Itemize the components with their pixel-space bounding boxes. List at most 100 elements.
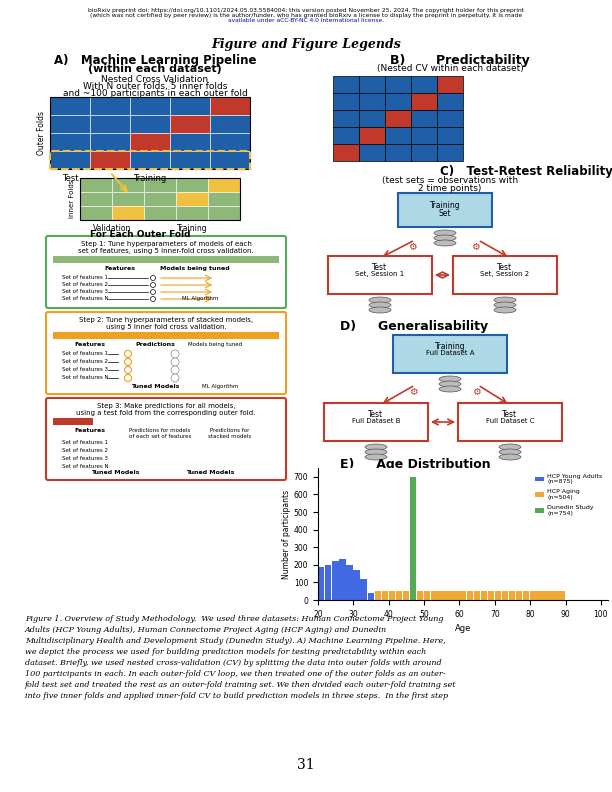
Text: Test: Test <box>62 174 78 183</box>
Bar <box>516 591 523 600</box>
FancyBboxPatch shape <box>398 193 492 227</box>
Text: Set of features 2: Set of features 2 <box>62 359 108 364</box>
Text: Tuned Models: Tuned Models <box>91 470 139 475</box>
Circle shape <box>151 276 155 280</box>
Text: Full Dataset C: Full Dataset C <box>486 418 534 424</box>
Bar <box>170 151 210 169</box>
Bar <box>544 591 551 600</box>
Bar <box>112 192 144 206</box>
Text: using 5 inner fold cross validation.: using 5 inner fold cross validation. <box>106 324 226 330</box>
Text: and ~100 participants in each outer fold: and ~100 participants in each outer fold <box>62 89 247 98</box>
Bar <box>474 591 480 600</box>
Text: (test sets = observations with: (test sets = observations with <box>382 176 518 185</box>
Bar <box>90 97 130 115</box>
Bar <box>50 151 250 169</box>
Text: Tuned Models: Tuned Models <box>186 470 234 475</box>
FancyBboxPatch shape <box>46 398 286 480</box>
Ellipse shape <box>369 302 391 308</box>
Bar <box>446 591 452 600</box>
FancyBboxPatch shape <box>328 256 432 294</box>
Bar <box>437 144 463 161</box>
Text: B)       Predictability: B) Predictability <box>390 54 530 67</box>
Bar <box>130 151 170 169</box>
Text: Test: Test <box>373 263 387 272</box>
Text: Models being tuned: Models being tuned <box>188 342 242 347</box>
Text: Full Dataset B: Full Dataset B <box>352 418 400 424</box>
Bar <box>170 115 210 133</box>
Legend: HCP Young Adults
(n=875), HCP Aging
(n=504), Dunedin Study
(n=754): HCP Young Adults (n=875), HCP Aging (n=5… <box>532 471 605 519</box>
Y-axis label: Number of participants: Number of participants <box>282 489 291 579</box>
Text: Outer Folds: Outer Folds <box>37 111 47 155</box>
Text: Set of features 3: Set of features 3 <box>62 456 108 461</box>
Ellipse shape <box>365 449 387 455</box>
Text: With N outer folds, 5 inner folds: With N outer folds, 5 inner folds <box>83 82 227 91</box>
Bar <box>410 591 416 600</box>
Text: Figure 1. Overview of Study Methodology.  We used three datasets: Human Connecto: Figure 1. Overview of Study Methodology.… <box>25 615 444 623</box>
Text: Set of features N: Set of features N <box>62 375 108 380</box>
Text: Set of features 2: Set of features 2 <box>62 448 108 453</box>
Ellipse shape <box>369 307 391 313</box>
Bar <box>144 192 176 206</box>
Circle shape <box>171 374 179 382</box>
Text: Set of features 3: Set of features 3 <box>62 367 108 372</box>
Text: C)   Test-Retest Reliability: C) Test-Retest Reliability <box>440 165 612 178</box>
Text: Set of features 1: Set of features 1 <box>62 351 108 356</box>
Text: Features: Features <box>75 342 105 347</box>
Bar <box>385 144 411 161</box>
Bar <box>90 115 130 133</box>
FancyBboxPatch shape <box>46 312 286 394</box>
Ellipse shape <box>439 386 461 392</box>
Bar <box>411 127 437 144</box>
Bar <box>437 110 463 127</box>
Ellipse shape <box>499 444 521 450</box>
Bar <box>353 570 360 600</box>
Text: Training: Training <box>177 224 207 233</box>
Bar <box>50 151 90 169</box>
Text: Set of features 1: Set of features 1 <box>62 275 108 280</box>
Bar <box>359 127 385 144</box>
Circle shape <box>124 367 132 374</box>
Ellipse shape <box>434 230 456 236</box>
Bar <box>170 97 210 115</box>
Bar <box>208 206 240 220</box>
Bar <box>411 110 437 127</box>
Bar <box>318 567 324 600</box>
Bar <box>210 151 250 169</box>
Bar <box>176 192 208 206</box>
Text: D)     Generalisability: D) Generalisability <box>340 320 488 333</box>
Text: Set of features N: Set of features N <box>62 296 108 301</box>
Text: 100 participants in each. In each outer-fold CV loop, we then treated one of the: 100 participants in each. In each outer-… <box>25 670 446 678</box>
FancyBboxPatch shape <box>453 256 557 294</box>
Text: Test: Test <box>498 263 513 272</box>
Bar <box>130 97 170 115</box>
Text: using a test fold from the corresponding outer fold.: using a test fold from the corresponding… <box>76 410 256 416</box>
Bar <box>210 133 250 151</box>
Bar <box>360 579 367 600</box>
Bar <box>495 591 501 600</box>
Bar <box>333 144 359 161</box>
Bar <box>396 591 402 600</box>
Bar <box>551 591 558 600</box>
Bar <box>359 110 385 127</box>
Ellipse shape <box>434 235 456 241</box>
Text: (which was not certified by peer review) is the author/funder, who has granted b: (which was not certified by peer review)… <box>90 13 522 18</box>
Text: Training: Training <box>435 342 465 351</box>
Bar <box>438 591 444 600</box>
Circle shape <box>151 283 155 287</box>
Bar <box>346 565 353 600</box>
Text: ⚙: ⚙ <box>472 387 480 397</box>
Bar <box>411 144 437 161</box>
Bar <box>389 591 395 600</box>
Bar <box>208 178 240 192</box>
Bar <box>80 206 112 220</box>
Bar <box>50 133 90 151</box>
Text: Set, Session 2: Set, Session 2 <box>480 271 529 277</box>
Bar <box>176 178 208 192</box>
Bar <box>480 591 487 600</box>
Text: (Nested CV within each dataset): (Nested CV within each dataset) <box>376 64 523 73</box>
Text: Tuned Models: Tuned Models <box>131 384 179 389</box>
Text: Models being tuned: Models being tuned <box>160 266 230 271</box>
Ellipse shape <box>494 302 516 308</box>
Text: Test: Test <box>368 410 384 419</box>
Circle shape <box>151 290 155 295</box>
